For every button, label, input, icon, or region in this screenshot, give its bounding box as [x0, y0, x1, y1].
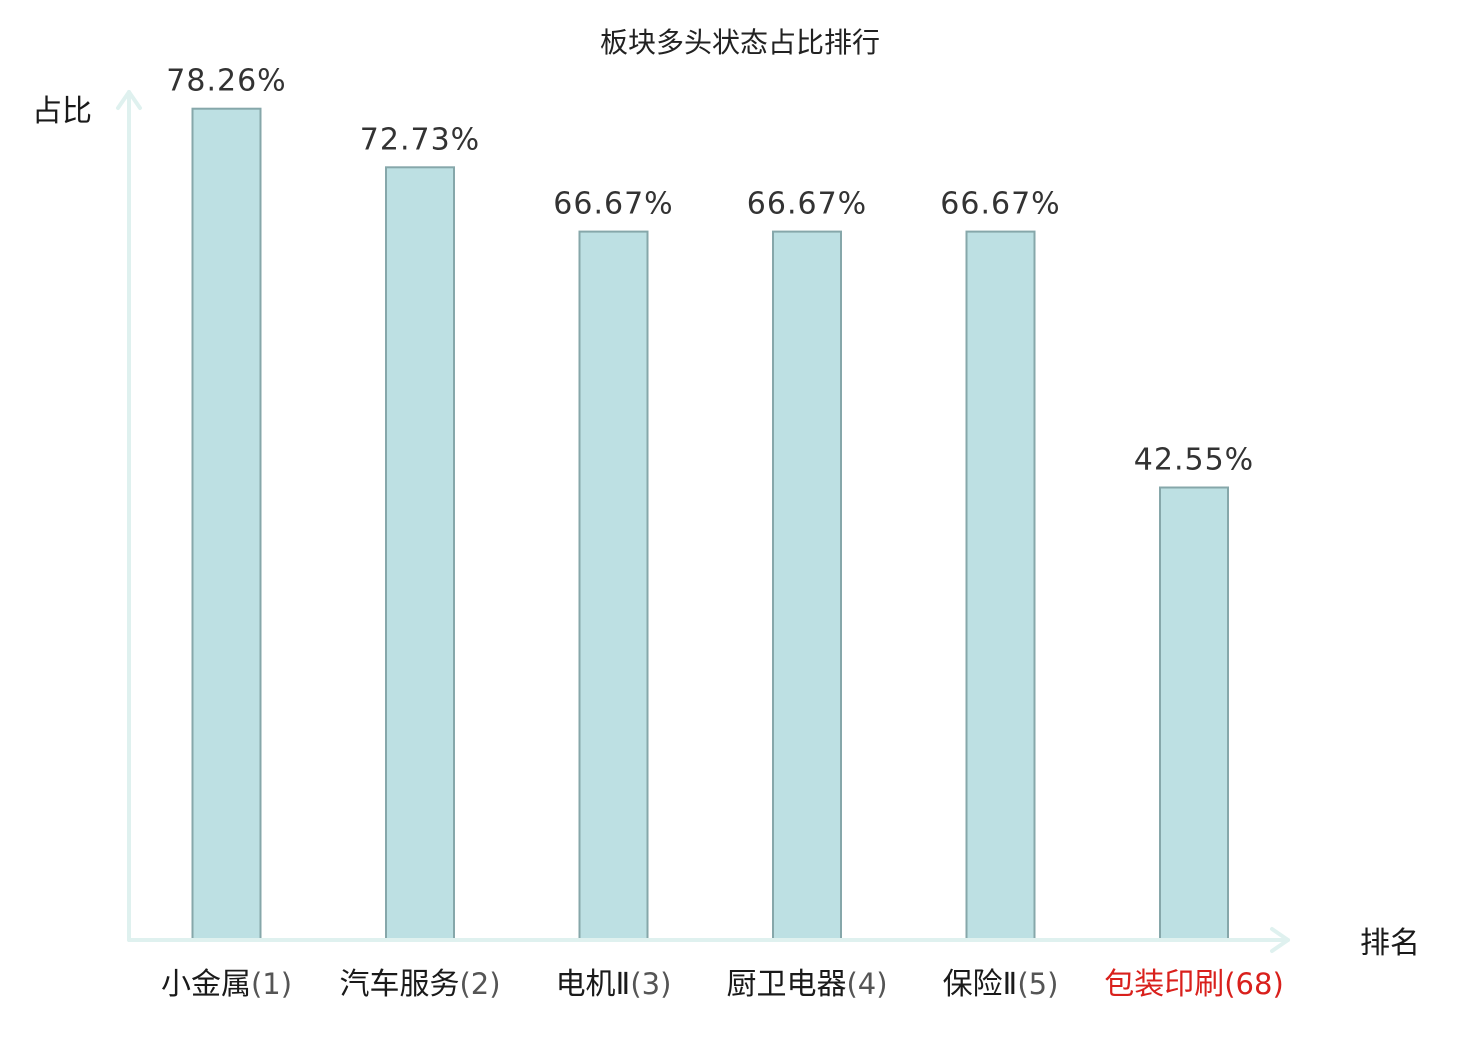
x-tick-label-3: 电机Ⅱ(3)	[556, 967, 672, 1002]
value-labels-group: 78.26% 72.73% 66.67% 66.67% 66.67% 42.55%	[166, 64, 1254, 478]
value-label-5: 66.67%	[940, 187, 1060, 222]
value-label-6: 42.55%	[1134, 443, 1254, 478]
bar-3	[578, 230, 649, 941]
category-rank: (2)	[459, 967, 500, 1001]
category-rank: (5)	[1017, 967, 1058, 1001]
category-rank: (68)	[1224, 967, 1284, 1001]
y-axis-arrowhead	[116, 90, 142, 110]
bar-6	[1159, 486, 1229, 940]
x-tick-label-5: 保险Ⅱ(5)	[943, 967, 1059, 1002]
value-label-4: 66.67%	[747, 187, 867, 222]
category-name: 汽车服务	[339, 967, 459, 1002]
category-labels-group: 小金属(1) 汽车服务(2) 电机Ⅱ(3) 厨卫电器(4) 保险Ⅱ(5) 包装印刷(68)	[161, 967, 1284, 1002]
chart-title: 板块多头状态占比排行	[600, 26, 880, 59]
x-tick-label-4: 厨卫电器(4)	[726, 967, 887, 1002]
bar-2	[385, 166, 455, 941]
category-rank: (3)	[630, 967, 671, 1001]
category-name: 保险Ⅱ	[943, 967, 1018, 1002]
category-name: 厨卫电器	[726, 967, 846, 1002]
value-label-2: 72.73%	[360, 122, 480, 157]
bar-1	[191, 107, 262, 940]
category-rank: (1)	[251, 967, 292, 1001]
x-tick-label-2: 汽车服务(2)	[339, 967, 500, 1002]
value-label-1: 78.26%	[166, 64, 286, 99]
category-name: 包装印刷	[1104, 967, 1224, 1002]
bars-group	[191, 107, 1229, 941]
value-label-3: 66.67%	[553, 187, 673, 222]
category-rank: (4)	[846, 967, 887, 1001]
x-tick-label-1: 小金属(1)	[161, 967, 292, 1002]
x-tick-label-6: 包装印刷(68)	[1104, 967, 1284, 1002]
x-axis-label: 排名	[1360, 926, 1420, 961]
axes-group	[116, 90, 1290, 953]
x-axis-arrowhead	[1270, 927, 1290, 953]
category-name: 电机Ⅱ	[556, 967, 631, 1002]
bar-4	[772, 230, 842, 941]
bar-5	[965, 230, 1036, 941]
y-axis-label: 占比	[32, 94, 92, 129]
category-name: 小金属	[161, 967, 251, 1002]
